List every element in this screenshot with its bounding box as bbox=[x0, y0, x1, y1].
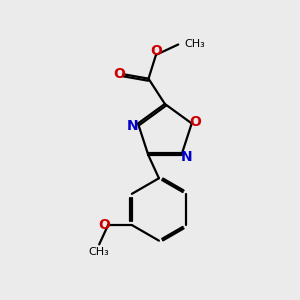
Text: CH₃: CH₃ bbox=[89, 247, 110, 257]
Text: O: O bbox=[98, 218, 110, 232]
Text: N: N bbox=[127, 119, 139, 133]
Text: O: O bbox=[114, 67, 126, 81]
Text: O: O bbox=[150, 44, 162, 58]
Text: O: O bbox=[190, 115, 202, 129]
Text: N: N bbox=[181, 150, 193, 164]
Text: CH₃: CH₃ bbox=[185, 40, 206, 50]
